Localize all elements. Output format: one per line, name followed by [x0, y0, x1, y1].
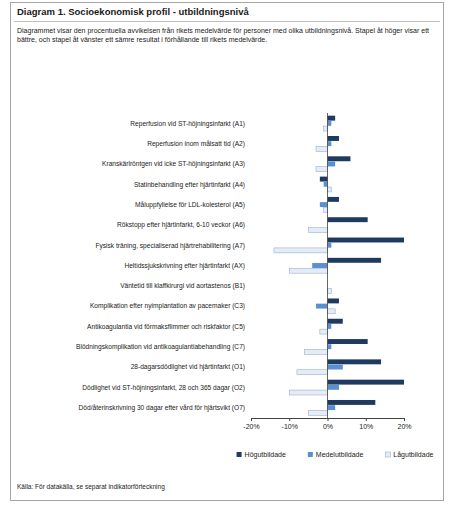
- category-label: Statinbehandling efter hjärtinfarkt (A4): [134, 181, 245, 189]
- bar: [328, 405, 336, 410]
- bar: [328, 258, 382, 263]
- source-note: Källa: För datakälla, se separat indikat…: [17, 483, 165, 491]
- category-axis-line: [327, 113, 328, 418]
- x-axis: -20% -10% 0% 10% 20%: [243, 418, 411, 430]
- frame: [11, 3, 444, 501]
- bar: [316, 146, 327, 151]
- category-label: Kranskärlröntgen vid icke ST-höjningsinf…: [102, 160, 245, 168]
- x-tick-label: -20%: [243, 423, 259, 430]
- legend: Högutbildade Medelutbildade Lågutbildade: [237, 451, 434, 459]
- category-label: Antikoagulantia vid förmaksflimmer och r…: [87, 323, 245, 331]
- bar: [328, 339, 368, 344]
- x-tick: 0%: [323, 418, 333, 430]
- category-label: Komplikation efter nyimplantation av pac…: [90, 302, 245, 310]
- legend-label: Medelutbildade: [316, 451, 364, 458]
- legend-label: Högutbildade: [245, 451, 286, 459]
- category-label: Fysisk träning, specialiserad hjärtrehab…: [95, 242, 245, 250]
- bar: [289, 268, 327, 273]
- category-label: Väntetid till klaffkirurgi vid aortasten…: [120, 282, 245, 290]
- title-rule: [14, 21, 440, 22]
- bar: [328, 359, 382, 364]
- bar: [308, 410, 327, 415]
- x-tick-mark: [289, 418, 290, 421]
- category-label: Reperfusion inom målsatt tid (A2): [147, 140, 245, 148]
- bar: [320, 329, 328, 334]
- bar: [316, 167, 327, 172]
- bar: [328, 289, 332, 294]
- bar: [328, 187, 332, 192]
- x-tick-label: 0%: [323, 423, 333, 430]
- bar: [328, 197, 339, 202]
- bar: [324, 182, 328, 187]
- x-tick: 20%: [397, 418, 411, 430]
- legend-swatch: [385, 452, 390, 457]
- bar: [328, 121, 332, 126]
- category-label: Dödlighet vid ST-höjningsinfarkt, 28 och…: [82, 384, 245, 392]
- bar: [274, 248, 328, 253]
- bar: [328, 324, 332, 329]
- x-tick-label: -10%: [282, 423, 298, 430]
- legend-item: Medelutbildade: [308, 451, 364, 458]
- x-tick-label: 20%: [397, 423, 411, 430]
- category-label: Blödningskomplikation vid antikoagulanti…: [76, 343, 245, 351]
- subtitle: Diagrammet visar den procentuella avvike…: [17, 27, 429, 44]
- bar: [328, 156, 351, 161]
- bar: [324, 126, 328, 131]
- bar: [305, 349, 328, 354]
- category-label: Heltidssjukskrivning efter hjärtinfarkt …: [124, 262, 245, 270]
- bar: [320, 177, 328, 182]
- bar: [312, 263, 327, 268]
- x-tick-mark: [251, 418, 252, 421]
- bar: [328, 217, 368, 222]
- bar: [328, 309, 336, 314]
- bar: [297, 370, 328, 375]
- x-tick-mark: [366, 418, 367, 421]
- category-labels: Reperfusion vid ST-höjningsinfarkt (A1) R…: [76, 120, 245, 412]
- bar: [328, 141, 332, 146]
- legend-item: Högutbildade: [237, 451, 286, 459]
- bar: [328, 238, 405, 243]
- bar: [324, 207, 328, 212]
- bar: [328, 136, 339, 141]
- category-label: Rökstopp efter hjärtinfarkt, 6-10 veckor…: [117, 221, 245, 229]
- bar: [289, 390, 327, 395]
- x-tick: 10%: [359, 418, 373, 430]
- bar: [328, 116, 336, 121]
- category-label: Reperfusion vid ST-höjningsinfarkt (A1): [130, 120, 245, 128]
- bar: [328, 243, 332, 248]
- bar: [328, 162, 336, 167]
- category-label: 28-dagarsdödlighet vid hjärtinfarkt (O1): [131, 363, 245, 371]
- title: Diagram 1. Socioekonomisk profil - utbil…: [17, 6, 249, 17]
- bar: [328, 380, 405, 385]
- legend-swatch: [308, 452, 313, 457]
- bar: [328, 400, 376, 405]
- legend-swatch: [237, 452, 242, 457]
- x-tick-label: 10%: [359, 423, 373, 430]
- bar: [328, 298, 339, 303]
- bar: [328, 385, 339, 390]
- x-tick: -10%: [282, 418, 298, 430]
- bar: [328, 344, 332, 349]
- chart: Diagram 1. Socioekonomisk profil - utbil…: [0, 0, 450, 530]
- legend-label: Lågutbildade: [393, 451, 433, 459]
- bar: [328, 319, 343, 324]
- bars: [274, 116, 404, 416]
- category-label: Måluppfyllelse för LDL-kolesterol (A5): [135, 201, 245, 209]
- bar: [308, 228, 327, 233]
- x-tick-mark: [404, 418, 405, 421]
- legend-item: Lågutbildade: [385, 451, 433, 459]
- x-tick-mark: [328, 418, 329, 421]
- bar: [316, 304, 327, 309]
- bar: [328, 365, 343, 370]
- x-tick: -20%: [243, 418, 259, 430]
- bar: [320, 202, 328, 207]
- category-label: Död/återinskrivning 30 dagar efter vård …: [79, 404, 245, 412]
